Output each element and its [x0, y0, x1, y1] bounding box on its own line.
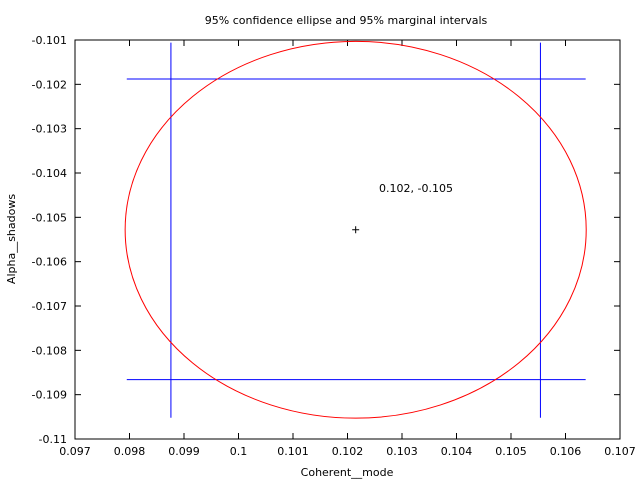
y-tick-label: -0.107 [32, 300, 67, 313]
x-tick-label: 0.1 [230, 445, 248, 458]
chart-title: 95% confidence ellipse and 95% marginal … [205, 14, 488, 27]
x-tick-label: 0.102 [332, 445, 364, 458]
x-tick-label: 0.105 [495, 445, 527, 458]
x-tick-label: 0.098 [114, 445, 146, 458]
y-tick-label: -0.109 [32, 389, 67, 402]
x-tick-label: 0.103 [386, 445, 418, 458]
x-tick-label: 0.101 [277, 445, 309, 458]
y-axis: -0.101 -0.102 -0.103 -0.104 -0.105 -0.106 -0.1… [32, 34, 620, 446]
y-tick-label: -0.105 [32, 211, 67, 224]
y-tick-label: -0.102 [32, 78, 67, 91]
confidence-ellipse-group [124, 40, 587, 419]
x-tick-label: 0.099 [168, 445, 200, 458]
y-tick-label: -0.104 [32, 167, 67, 180]
x-axis-label: Coherent__mode [301, 466, 394, 479]
y-tick-label: -0.106 [32, 256, 67, 269]
x-tick-label: 0.097 [59, 445, 91, 458]
y-axis-label: Alpha__shadows [5, 194, 18, 284]
y-tick-label: -0.103 [32, 123, 67, 136]
y-tick-label: -0.108 [32, 344, 67, 357]
confidence-ellipse [124, 40, 587, 419]
center-label: 0.102, -0.105 [379, 182, 453, 195]
marginal-intervals [126, 42, 586, 418]
x-tick-label: 0.104 [441, 445, 473, 458]
y-tick-label: -0.11 [39, 433, 67, 446]
x-axis: 0.097 0.098 0.099 0.1 0.101 0.102 0.103 0.104 0.… [59, 40, 636, 458]
center-point [352, 226, 360, 234]
x-tick-label: 0.107 [604, 445, 636, 458]
x-tick-label: 0.106 [550, 445, 582, 458]
center-point-group [352, 226, 360, 234]
y-tick-label: -0.101 [32, 34, 67, 47]
